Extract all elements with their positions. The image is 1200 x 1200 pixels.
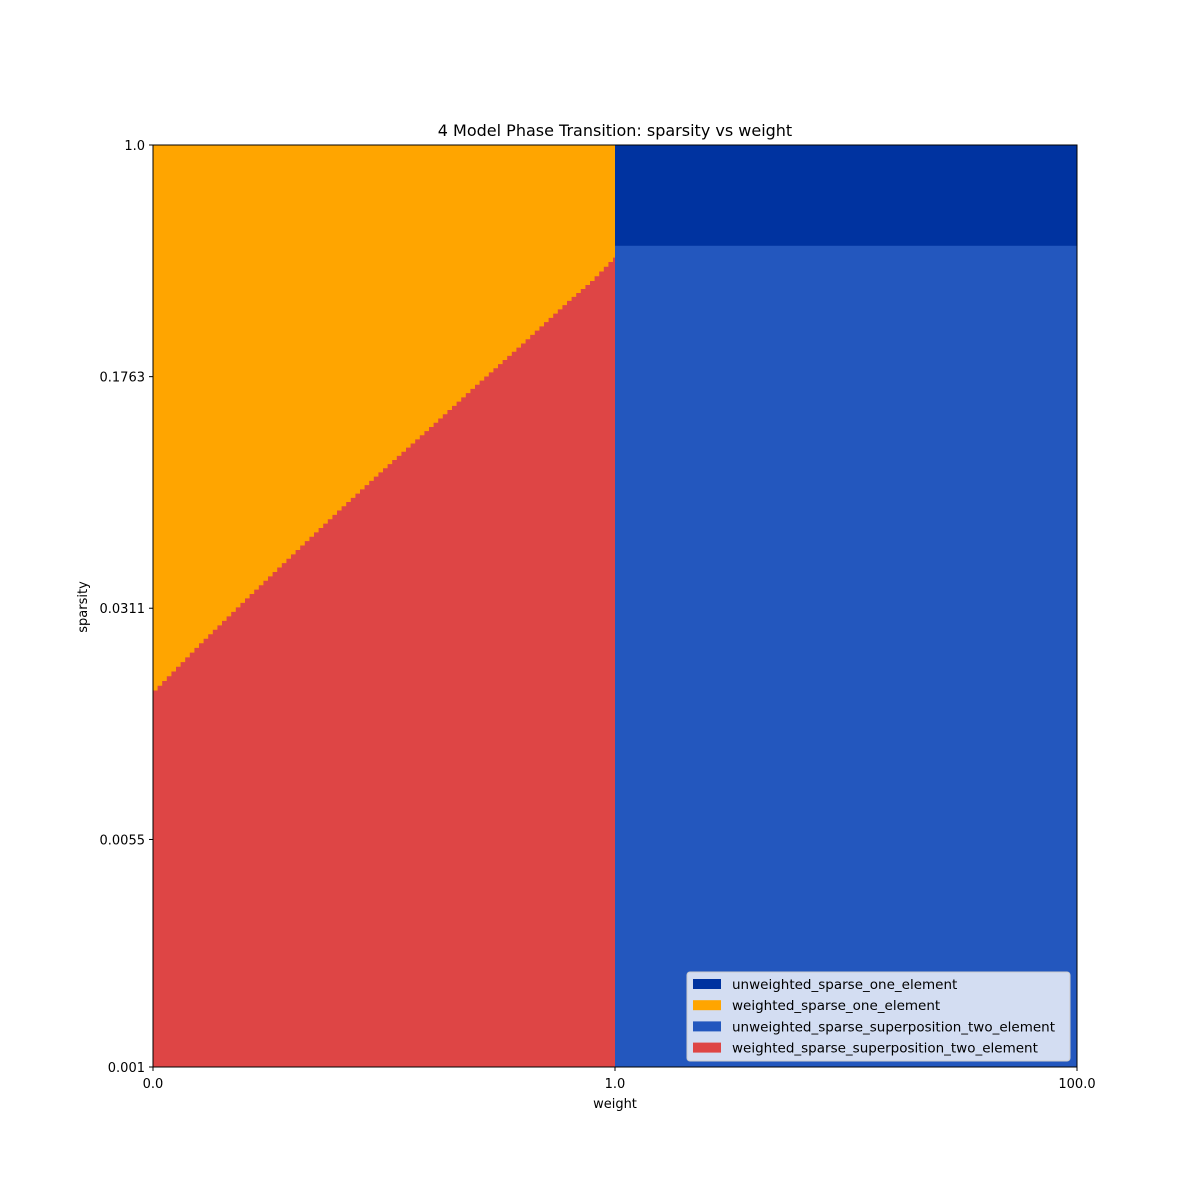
legend-swatch bbox=[693, 1042, 721, 1053]
y-tick-label: 0.001 bbox=[108, 1061, 145, 1076]
legend-swatch bbox=[693, 1000, 721, 1011]
legend-label: weighted_sparse_superposition_two_elemen… bbox=[732, 1041, 1038, 1057]
chart-title: 4 Model Phase Transition: sparsity vs we… bbox=[438, 121, 792, 140]
legend-swatch bbox=[693, 979, 721, 989]
x-tick-label: 1.0 bbox=[605, 1077, 626, 1092]
region-unweighted-sparse-one-element bbox=[615, 145, 1077, 246]
y-tick-label: 0.0055 bbox=[100, 833, 146, 848]
x-tick-label: 0.0 bbox=[143, 1077, 164, 1092]
legend-swatch bbox=[693, 1021, 721, 1032]
legend-label: unweighted_sparse_one_element bbox=[732, 977, 957, 993]
y-axis-label: sparsity bbox=[76, 581, 91, 633]
y-tick-label: 1.0 bbox=[124, 139, 145, 154]
x-axis-label: weight bbox=[593, 1097, 637, 1112]
y-tick-label: 0.0311 bbox=[100, 602, 146, 617]
y-tick-label: 0.1763 bbox=[100, 371, 146, 386]
legend-label: weighted_sparse_one_element bbox=[732, 998, 940, 1014]
legend-label: unweighted_sparse_superposition_two_elem… bbox=[732, 1019, 1055, 1035]
region-weighted-sparse-one-element bbox=[153, 145, 615, 691]
x-axis-ticks: 0.0 1.0 100.0 bbox=[143, 1067, 1096, 1092]
legend-entries: unweighted_sparse_one_element weighted_sp… bbox=[693, 977, 1055, 1057]
legend: unweighted_sparse_one_element weighted_sp… bbox=[686, 971, 1071, 1062]
plot-area bbox=[153, 145, 1077, 1067]
region-unweighted-sparse-superposition-two-element bbox=[615, 145, 1077, 1067]
y-axis-ticks: 1.0 0.1763 0.0311 0.0055 0.001 bbox=[100, 139, 153, 1076]
legend-box bbox=[686, 971, 1071, 1062]
x-tick-label: 100.0 bbox=[1058, 1077, 1095, 1092]
